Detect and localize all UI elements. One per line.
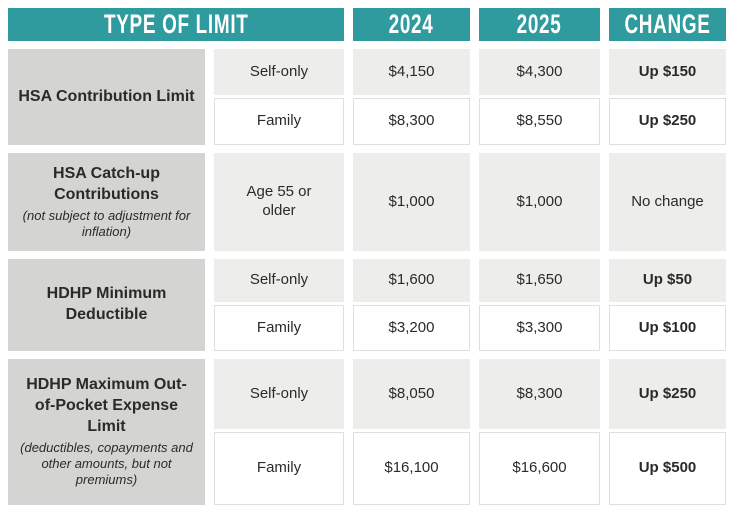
category-text: Self-only: [249, 62, 309, 80]
header-label-2024: 2024: [389, 9, 434, 39]
value-2024: $1,600: [388, 271, 435, 289]
change-text: No change: [631, 192, 704, 210]
header-cell-2024: 2024: [353, 8, 470, 41]
category-cell: Age 55 or older: [214, 153, 344, 251]
category-cell: Family: [214, 98, 344, 145]
value-2025: $16,600: [512, 459, 567, 477]
value-2025: $3,300: [516, 318, 563, 336]
value-2025: $1,650: [516, 271, 563, 289]
value-2024-cell: $8,300: [353, 98, 470, 145]
value-2025: $8,550: [516, 112, 563, 130]
category-text: Self-only: [249, 384, 309, 402]
change-text: Up $100: [638, 318, 697, 336]
category-cell: Self-only: [214, 359, 344, 429]
category-text: Family: [256, 459, 302, 477]
category-text: Self-only: [249, 271, 309, 289]
row-group-hsa-catch-up-contributions: HSA Catch-up Contributions (not subject …: [8, 153, 726, 251]
value-2025-cell: $1,000: [479, 153, 600, 251]
change-cell: Up $250: [609, 98, 726, 145]
row-label-title: HDHP Minimum Deductible: [46, 285, 167, 323]
header-label-change: CHANGE: [624, 9, 711, 39]
change-text: Up $50: [642, 271, 693, 289]
change-text: Up $150: [638, 62, 697, 80]
value-2025: $1,000: [516, 192, 563, 210]
hsa-limits-table: TYPE OF LIMIT 2024 2025 CHANGE HSA Contr…: [8, 8, 726, 513]
change-cell: Up $250: [609, 359, 726, 429]
row-label-title: HSA Catch-up Contributions: [53, 164, 160, 203]
header-cell-2025: 2025: [479, 8, 600, 41]
value-2024-cell: $1,600: [353, 259, 470, 302]
change-text: Up $500: [638, 459, 697, 477]
value-2024: $4,150: [388, 62, 435, 80]
category-cell: Self-only: [214, 259, 344, 302]
row-label-note: (deductibles, copayments and other amoun…: [20, 439, 193, 488]
change-cell: No change: [609, 153, 726, 251]
value-2025-cell: $1,650: [479, 259, 600, 302]
header-label-2025: 2025: [517, 9, 562, 39]
header-cell-change: CHANGE: [609, 8, 726, 41]
value-2025-cell: $3,300: [479, 305, 600, 351]
change-cell: Up $150: [609, 49, 726, 95]
value-2024: $3,200: [388, 318, 435, 336]
value-2024-cell: $4,150: [353, 49, 470, 95]
value-2024: $16,100: [384, 459, 439, 477]
change-cell: Up $100: [609, 305, 726, 351]
category-cell: Self-only: [214, 49, 344, 95]
header-label-type-of-limit: TYPE OF LIMIT: [103, 9, 249, 39]
value-2024-cell: $3,200: [353, 305, 470, 351]
value-2024-cell: $8,050: [353, 359, 470, 429]
change-cell: Up $50: [609, 259, 726, 302]
value-2025: $4,300: [516, 62, 563, 80]
value-2025-cell: $16,600: [479, 432, 600, 505]
value-2025-cell: $4,300: [479, 49, 600, 95]
table-header-row: TYPE OF LIMIT 2024 2025 CHANGE: [8, 8, 726, 41]
value-2024: $8,300: [388, 112, 435, 130]
row-label-cell: HSA Catch-up Contributions (not subject …: [8, 153, 205, 251]
value-2025-cell: $8,300: [479, 359, 600, 429]
category-text: Family: [256, 112, 302, 130]
category-text: Family: [256, 318, 302, 336]
row-label-cell: HDHP Minimum Deductible: [8, 259, 205, 351]
row-label-title: HDHP Maximum Out-of-Pocket Expense Limit: [26, 376, 187, 436]
category-cell: Family: [214, 432, 344, 505]
value-2024-cell: $16,100: [353, 432, 470, 505]
row-group-hdhp-minimum-deductible: HDHP Minimum Deductible Self-only $1,600…: [8, 259, 726, 351]
category-cell: Family: [214, 305, 344, 351]
category-text: Age 55 or older: [246, 183, 312, 219]
row-label-cell: HDHP Maximum Out-of-Pocket Expense Limit…: [8, 359, 205, 505]
change-text: Up $250: [638, 112, 697, 130]
value-2025: $8,300: [516, 384, 563, 402]
row-label-note: (not subject to adjustment for inflation…: [22, 207, 191, 239]
row-label-title: HSA Contribution Limit: [18, 87, 195, 105]
row-label-cell: HSA Contribution Limit: [8, 49, 205, 145]
change-text: Up $250: [638, 384, 697, 402]
row-group-hsa-contribution-limit: HSA Contribution Limit Self-only $4,150 …: [8, 49, 726, 145]
value-2024: $8,050: [388, 384, 435, 402]
value-2025-cell: $8,550: [479, 98, 600, 145]
header-cell-type-of-limit: TYPE OF LIMIT: [8, 8, 344, 41]
value-2024: $1,000: [388, 192, 435, 210]
change-cell: Up $500: [609, 432, 726, 505]
value-2024-cell: $1,000: [353, 153, 470, 251]
row-group-hdhp-maximum-out-of-pocket: HDHP Maximum Out-of-Pocket Expense Limit…: [8, 359, 726, 505]
